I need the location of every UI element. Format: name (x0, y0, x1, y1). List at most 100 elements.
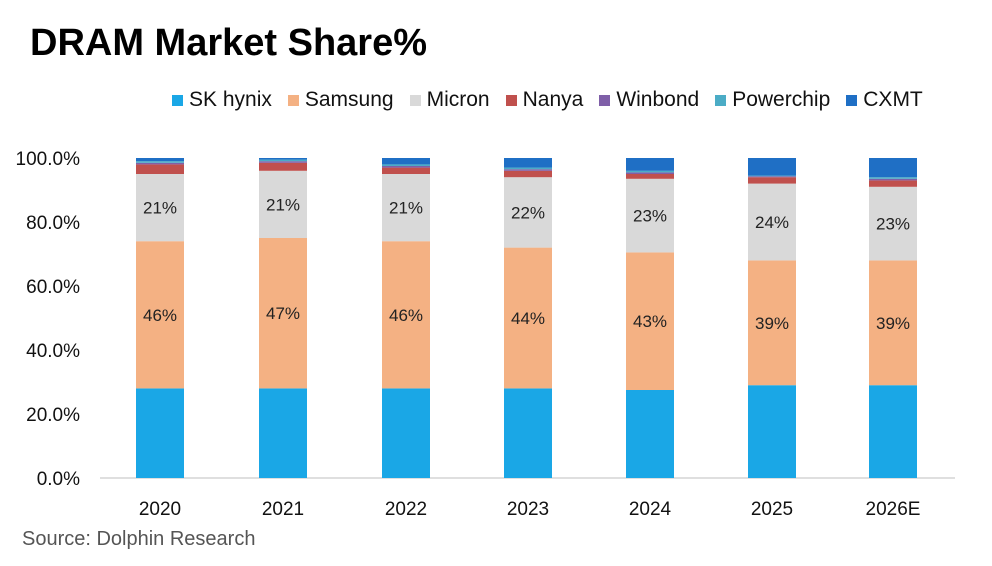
legend-swatch (172, 94, 183, 106)
bar-segment-nanya (626, 174, 674, 179)
legend-swatch (287, 94, 299, 106)
legend-swatch (846, 94, 858, 106)
bar-segment-powerchip (626, 170, 674, 173)
x-tick-label: 2024 (629, 499, 672, 520)
data-label: 46% (143, 306, 177, 325)
bar-segment-winbond (136, 162, 184, 165)
legend-item: SK hynix (172, 88, 272, 112)
source-note: Source: Dolphin Research (22, 528, 256, 550)
x-tick-label: 2022 (385, 499, 427, 520)
legend-label: CXMT (863, 88, 923, 111)
x-tick-label: 2020 (139, 499, 181, 520)
bar-segment-samsung (136, 241, 184, 389)
bar-segment-nanya (504, 170, 552, 178)
bar-segment-nanya (136, 164, 184, 174)
data-label: 39% (755, 314, 789, 333)
bar-segment-nanya (382, 167, 430, 174)
legend-item: Winbond (599, 88, 699, 112)
data-label: 23% (876, 215, 910, 234)
legend-label: Powerchip (732, 88, 831, 111)
x-tick-label: 2025 (751, 499, 793, 520)
bar-segment-cxmt (382, 158, 430, 165)
bar-segment-micron (259, 170, 307, 238)
bar-segment-powerchip (869, 177, 917, 179)
legend-label: SK hynix (189, 88, 272, 111)
legend-swatch (715, 94, 727, 106)
legend-item: Micron (409, 88, 490, 112)
chart-title: DRAM Market Share% (30, 22, 427, 64)
x-tick-label: 2023 (507, 499, 549, 520)
bar-segment-powerchip (748, 175, 796, 177)
data-label: 47% (266, 304, 300, 323)
data-label: 21% (266, 195, 300, 214)
x-tick-label: 2026E (866, 499, 921, 520)
data-label: 39% (876, 314, 910, 333)
bar-segment-winbond (748, 176, 796, 178)
data-label: 46% (389, 306, 423, 325)
data-label: 23% (633, 207, 667, 226)
data-label: 21% (143, 199, 177, 218)
bar-segment-winbond (504, 169, 552, 171)
bar-segment-powerchip (382, 164, 430, 166)
x-tick-label: 2021 (262, 499, 304, 520)
y-tick-label: 0.0% (37, 469, 80, 490)
bar-segment-winbond (382, 166, 430, 168)
y-tick-label: 80.0% (26, 213, 80, 234)
bar-segment-micron (382, 174, 430, 242)
bar-segment-samsung (748, 260, 796, 386)
bar-segment-cxmt (259, 158, 307, 160)
legend-swatch (599, 94, 611, 106)
bar-segment-sk-hynix (259, 388, 307, 478)
y-tick-label: 20.0% (26, 405, 80, 426)
bar-segment-micron (869, 186, 917, 261)
bar-segment-samsung (259, 238, 307, 389)
bar-segment-sk-hynix (748, 385, 796, 478)
bar-segment-samsung (869, 260, 917, 386)
bar-segment-cxmt (626, 158, 674, 171)
legend-label: Micron (426, 88, 490, 111)
bar-segment-sk-hynix (382, 388, 430, 478)
bar-segment-samsung (626, 252, 674, 390)
bar-segment-powerchip (504, 167, 552, 170)
legend-swatch (409, 94, 421, 106)
y-tick-label: 100.0% (16, 149, 81, 170)
bar-segment-samsung (504, 247, 552, 389)
bar-segment-cxmt (869, 158, 917, 178)
bar-segment-micron (626, 178, 674, 253)
data-label: 44% (511, 309, 545, 328)
bar-segment-cxmt (136, 158, 184, 162)
bar-segment-micron (748, 183, 796, 261)
legend-label: Winbond (616, 88, 700, 111)
data-label: 24% (755, 213, 789, 232)
legend-item: Samsung (287, 88, 394, 112)
data-label: 21% (389, 199, 423, 218)
legend-item: CXMT (846, 88, 923, 112)
legend: SK hynix Samsung Micron Nanya Winbond Powerch… (172, 88, 923, 112)
bar-segment-sk-hynix (136, 388, 184, 478)
bar-segment-nanya (259, 162, 307, 171)
bar-segment-winbond (259, 161, 307, 163)
legend-label: Nanya (522, 88, 584, 111)
bar-segment-powerchip (136, 161, 184, 163)
y-tick-label: 40.0% (26, 341, 80, 362)
bar-segment-cxmt (748, 158, 796, 176)
bar-segment-sk-hynix (626, 390, 674, 478)
bar-segment-nanya (748, 177, 796, 184)
bar-segment-powerchip (259, 159, 307, 162)
bar-segment-samsung (382, 241, 430, 389)
legend-swatch (505, 94, 517, 106)
bar-segment-micron (504, 177, 552, 248)
bar-segment-winbond (869, 178, 917, 181)
legend-item: Nanya (505, 88, 584, 112)
data-label: 43% (633, 312, 667, 331)
bar-segment-nanya (869, 180, 917, 187)
bar-segment-winbond (626, 172, 674, 174)
bar-segment-micron (136, 174, 184, 242)
data-label: 22% (511, 203, 545, 222)
y-tick-label: 60.0% (26, 277, 80, 298)
legend-label: Samsung (304, 88, 394, 111)
bar-segment-sk-hynix (869, 385, 917, 478)
bar-segment-sk-hynix (504, 388, 552, 478)
